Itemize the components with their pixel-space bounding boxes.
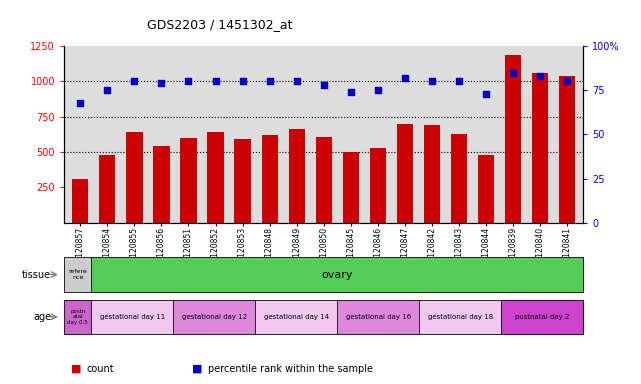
Bar xyxy=(255,300,337,334)
Text: gestational day 11: gestational day 11 xyxy=(100,314,165,320)
Point xyxy=(454,78,464,84)
Point xyxy=(508,70,518,76)
Text: postn
atal
day 0.5: postn atal day 0.5 xyxy=(67,308,88,325)
Text: postnatal day 2: postnatal day 2 xyxy=(515,314,569,320)
Point xyxy=(265,78,275,84)
Bar xyxy=(92,300,174,334)
Point xyxy=(292,78,302,84)
Point xyxy=(372,87,383,93)
Point xyxy=(129,78,140,84)
Text: refere
nce: refere nce xyxy=(69,269,87,280)
Bar xyxy=(370,148,386,223)
Text: ovary: ovary xyxy=(322,270,353,280)
Text: age: age xyxy=(33,312,51,322)
Text: count: count xyxy=(87,364,114,374)
Text: percentile rank within the sample: percentile rank within the sample xyxy=(208,364,373,374)
Bar xyxy=(559,76,575,223)
Bar xyxy=(64,300,92,334)
Point xyxy=(535,73,545,79)
Bar xyxy=(180,138,197,223)
Text: gestational day 16: gestational day 16 xyxy=(345,314,411,320)
Bar xyxy=(343,152,359,223)
Text: gestational day 12: gestational day 12 xyxy=(182,314,247,320)
Bar xyxy=(532,73,548,223)
Bar xyxy=(262,135,278,223)
Text: GDS2203 / 1451302_at: GDS2203 / 1451302_at xyxy=(147,18,292,31)
Point xyxy=(481,91,491,97)
Point xyxy=(210,78,221,84)
Bar xyxy=(397,124,413,223)
Point xyxy=(183,78,194,84)
Point xyxy=(75,99,85,106)
Point xyxy=(345,89,356,95)
Text: tissue: tissue xyxy=(22,270,51,280)
Bar xyxy=(288,129,304,223)
Bar xyxy=(64,257,92,292)
Point xyxy=(562,78,572,84)
Text: gestational day 14: gestational day 14 xyxy=(264,314,329,320)
Bar xyxy=(451,134,467,223)
Bar xyxy=(505,55,521,223)
Text: gestational day 18: gestational day 18 xyxy=(428,314,493,320)
Bar xyxy=(501,300,583,334)
Bar xyxy=(126,132,142,223)
Point xyxy=(156,80,167,86)
Point xyxy=(400,75,410,81)
Bar xyxy=(315,137,332,223)
Text: ■: ■ xyxy=(192,364,203,374)
Bar xyxy=(478,155,494,223)
Bar xyxy=(424,124,440,223)
Bar xyxy=(174,300,255,334)
Bar xyxy=(419,300,501,334)
Bar xyxy=(337,300,419,334)
Bar xyxy=(99,155,115,223)
Bar xyxy=(72,179,88,223)
Bar xyxy=(208,132,224,223)
Point xyxy=(237,78,247,84)
Point xyxy=(427,78,437,84)
Point xyxy=(103,87,113,93)
Bar xyxy=(153,146,170,223)
Bar xyxy=(235,139,251,223)
Text: ■: ■ xyxy=(71,364,81,374)
Point xyxy=(319,82,329,88)
